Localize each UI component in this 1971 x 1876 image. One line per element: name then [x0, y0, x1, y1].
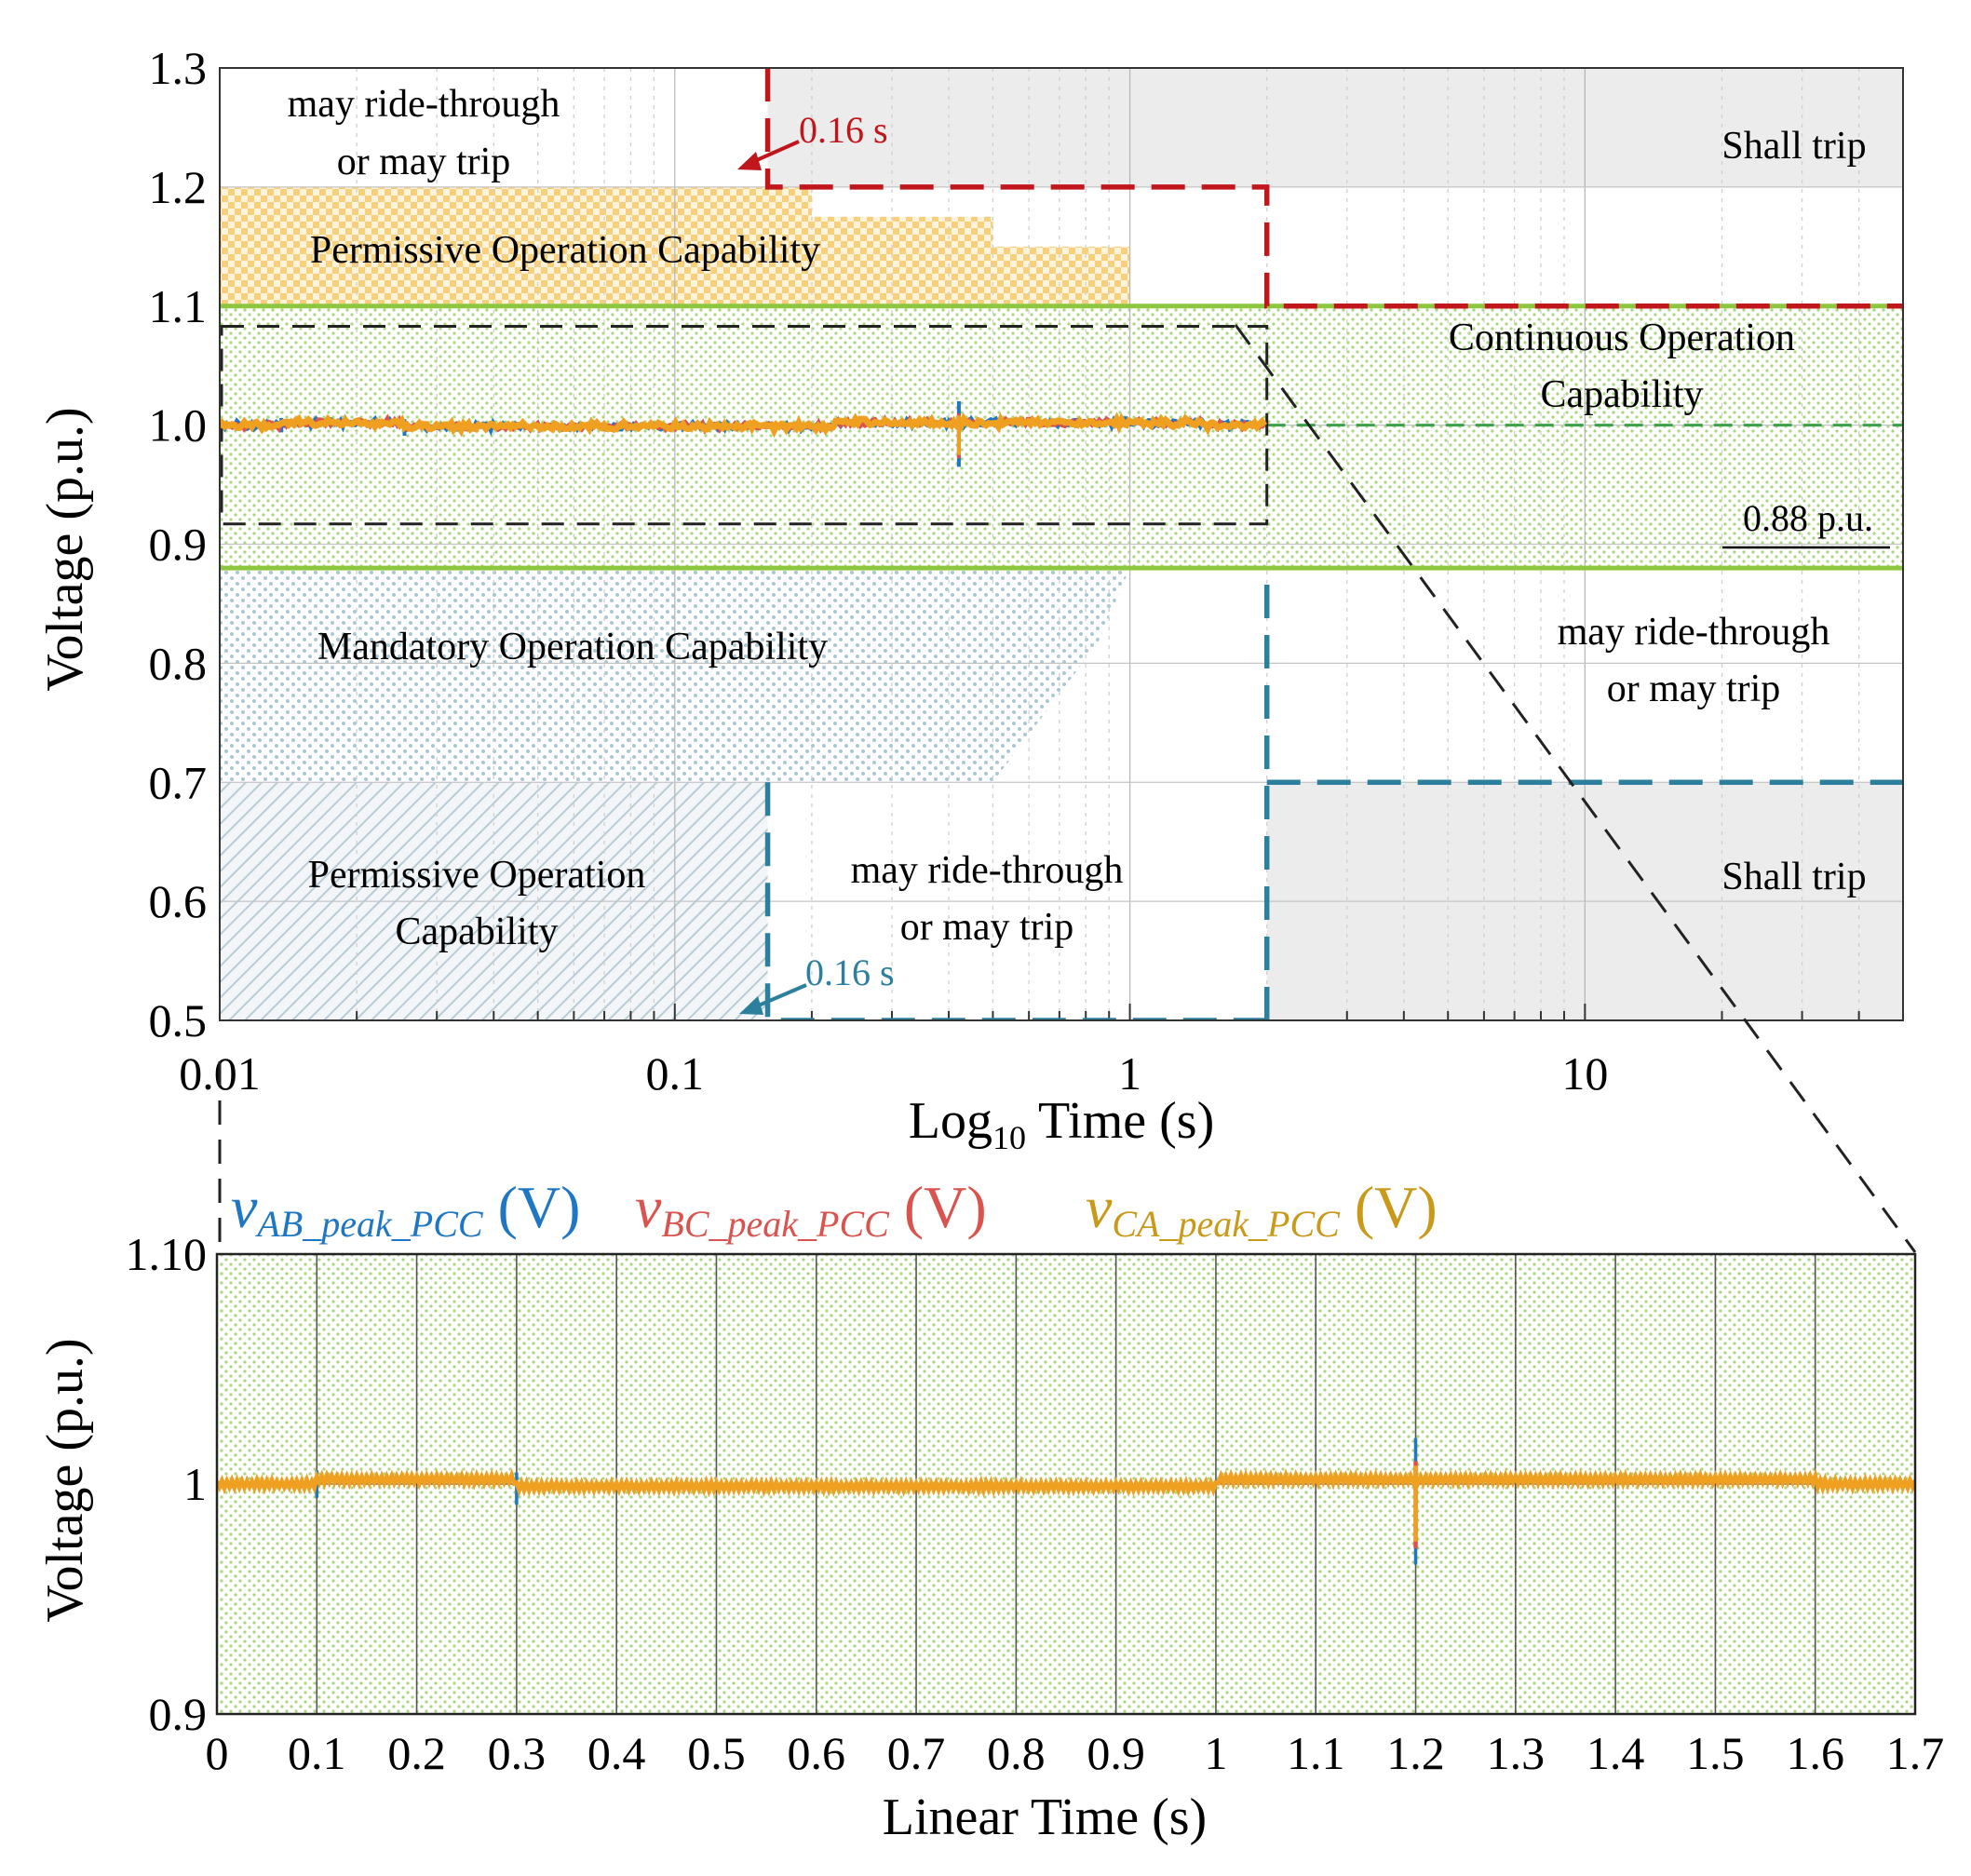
- bottom-x-tick-1.6: 1.6: [1786, 1727, 1844, 1779]
- legend-item-0-unit: (V): [483, 1174, 581, 1240]
- top-x-tick-0.1: 0.1: [646, 1047, 705, 1100]
- bottom-series: [217, 1437, 1915, 1565]
- bottom-x-axis-label: Linear Time (s): [883, 1788, 1207, 1846]
- legend: vAB_peak_PCC (V) vBC_peak_PCC (V) vCA_peak…: [231, 1174, 1438, 1245]
- top-chart: may ride-through or may trip Shall trip …: [36, 42, 1904, 1156]
- legend-item-0-main: v: [231, 1174, 258, 1240]
- low-mid-may-ride-line2: or may trip: [900, 906, 1074, 949]
- overvoltage-trip-curve: [764, 68, 1903, 309]
- permissive-high-step-2: [992, 246, 1130, 306]
- undervoltage-trip-curve-a: [764, 782, 1267, 1020]
- bottom-x-tick-labels: 0 0.1 0.2 0.3 0.4 0.5 0.6 0.7 0.8 0.9 1 1.1 1.2 1.3 1.…: [206, 1727, 1945, 1779]
- red-arrow-shaft: [749, 140, 800, 165]
- bottom-y-tick-0.9: 0.9: [149, 1688, 208, 1740]
- bottom-x-tick-0: 0: [206, 1727, 229, 1779]
- zoom-connector-right: [1234, 324, 1917, 1253]
- top-x-tick-10: 10: [1561, 1047, 1608, 1100]
- top-y-axis-label: Voltage (p.u.): [36, 407, 94, 691]
- legend-item-0: vAB_peak_PCC (V): [231, 1174, 580, 1245]
- red-time-label: 0.16 s: [799, 109, 888, 151]
- bottom-y-tick-1: 1: [183, 1458, 207, 1510]
- red-arrow-head: [737, 152, 762, 170]
- legend-item-2-main: v: [1086, 1174, 1113, 1240]
- top-x-axis-label-tail: Time (s): [1026, 1092, 1214, 1150]
- top-series-vCA_peak_PCC: [220, 412, 1268, 439]
- bottom-x-tick-0.4: 0.4: [587, 1727, 646, 1779]
- top-y-tick-labels: 1.3 1.2 1.1 1.0 0.9 0.8 0.7 0.6 0.5: [149, 42, 208, 1046]
- permissive-low-label-line1: Permissive Operation: [308, 854, 646, 897]
- bottom-x-tick-0.5: 0.5: [687, 1727, 746, 1779]
- top-y-tick-0.6: 0.6: [149, 875, 208, 927]
- legend-item-1-unit: (V): [889, 1174, 987, 1240]
- top-y-tick-0.8: 0.8: [149, 637, 208, 689]
- low-mid-may-ride-line1: may ride-through: [851, 849, 1124, 892]
- bottom-x-tick-0.3: 0.3: [488, 1727, 547, 1779]
- top-y-tick-1.2: 1.2: [149, 161, 208, 213]
- bottom-x-tick-0.9: 0.9: [1087, 1727, 1145, 1779]
- blue-arrow-head: [739, 996, 763, 1015]
- mandatory-label: Mandatory Operation Capability: [317, 626, 828, 668]
- bottom-x-tick-0.7: 0.7: [887, 1727, 946, 1779]
- shall-trip-low-label: Shall trip: [1721, 856, 1866, 898]
- top-x-axis-label-main: Log: [909, 1092, 992, 1150]
- blue-time-label: 0.16 s: [805, 951, 895, 993]
- bottom-x-tick-0.6: 0.6: [788, 1727, 846, 1779]
- bottom-y-tick-labels: 1.10 1 0.9: [126, 1228, 208, 1740]
- top-x-tick-1: 1: [1118, 1047, 1141, 1100]
- legend-item-1: vBC_peak_PCC (V): [635, 1174, 987, 1245]
- bottom-y-axis-label: Voltage (p.u.): [36, 1338, 94, 1622]
- legend-item-2-unit: (V): [1340, 1174, 1438, 1240]
- bottom-x-tick-0.1: 0.1: [288, 1727, 346, 1779]
- top-y-tick-0.9: 0.9: [149, 519, 208, 571]
- permissive-high-step-1: [811, 216, 993, 306]
- continuous-label-line1: Continuous Operation: [1449, 317, 1795, 359]
- permissive-high-step-0: [220, 186, 812, 306]
- top-y-tick-0.7: 0.7: [149, 756, 208, 808]
- bottom-x-tick-1.5: 1.5: [1686, 1727, 1745, 1779]
- blue-arrow-shaft: [753, 983, 807, 1009]
- top-plot-frame: [219, 67, 1904, 1021]
- bottom-x-tick-1.1: 1.1: [1287, 1727, 1345, 1779]
- bottom-x-tick-1: 1: [1204, 1727, 1227, 1779]
- legend-item-2-sub: CA_peak_PCC: [1112, 1203, 1341, 1245]
- bottom-x-tick-1.3: 1.3: [1487, 1727, 1546, 1779]
- bottom-chart: 0 0.1 0.2 0.3 0.4 0.5 0.6 0.7 0.8 0.9 1 1.1 1.2 1.3 1.…: [36, 1228, 1944, 1846]
- right-may-ride-line1: may ride-through: [1558, 611, 1830, 654]
- bottom-x-tick-1.4: 1.4: [1586, 1727, 1645, 1779]
- top-left-may-ride-line2: or may trip: [337, 141, 511, 183]
- bottom-series-vCA_peak_PCC: [217, 1467, 1915, 1498]
- top-y-tick-1.0: 1.0: [149, 399, 208, 452]
- permissive-high-label: Permissive Operation Capability: [310, 229, 820, 272]
- bottom-x-tick-1.2: 1.2: [1386, 1727, 1445, 1779]
- top-x-axis-label-sub: 10: [992, 1119, 1026, 1156]
- legend-item-0-sub: AB_peak_PCC: [254, 1203, 483, 1245]
- shall-trip-high-label: Shall trip: [1721, 125, 1866, 168]
- right-may-ride-line2: or may trip: [1607, 668, 1781, 710]
- pu-label: 0.88 p.u.: [1743, 497, 1873, 539]
- legend-item-1-main: v: [635, 1174, 662, 1240]
- bottom-plot-frame: [215, 1252, 1917, 1716]
- permissive-low-label-line2: Capability: [396, 911, 559, 953]
- shall-trip-high-region: [767, 68, 1903, 187]
- bottom-x-tick-0.8: 0.8: [987, 1727, 1046, 1779]
- top-y-tick-1.3: 1.3: [149, 42, 208, 94]
- top-left-may-ride-line1: may ride-through: [288, 83, 560, 126]
- top-y-tick-1.1: 1.1: [149, 280, 208, 332]
- top-x-axis-label: Log10 Time (s): [909, 1092, 1215, 1156]
- top-x-tick-labels: 0.01 0.1 1 10: [179, 1047, 1608, 1100]
- top-series: [220, 401, 1268, 467]
- legend-item-2: vCA_peak_PCC (V): [1086, 1174, 1438, 1245]
- bottom-y-tick-1.10: 1.10: [126, 1228, 208, 1280]
- bottom-x-tick-1.7: 1.7: [1886, 1727, 1945, 1779]
- legend-item-1-sub: BC_peak_PCC: [661, 1203, 890, 1245]
- bottom-x-tick-0.2: 0.2: [387, 1727, 446, 1779]
- continuous-region: [220, 305, 1903, 569]
- top-y-tick-0.5: 0.5: [149, 994, 208, 1046]
- continuous-label-line2: Capability: [1541, 373, 1704, 416]
